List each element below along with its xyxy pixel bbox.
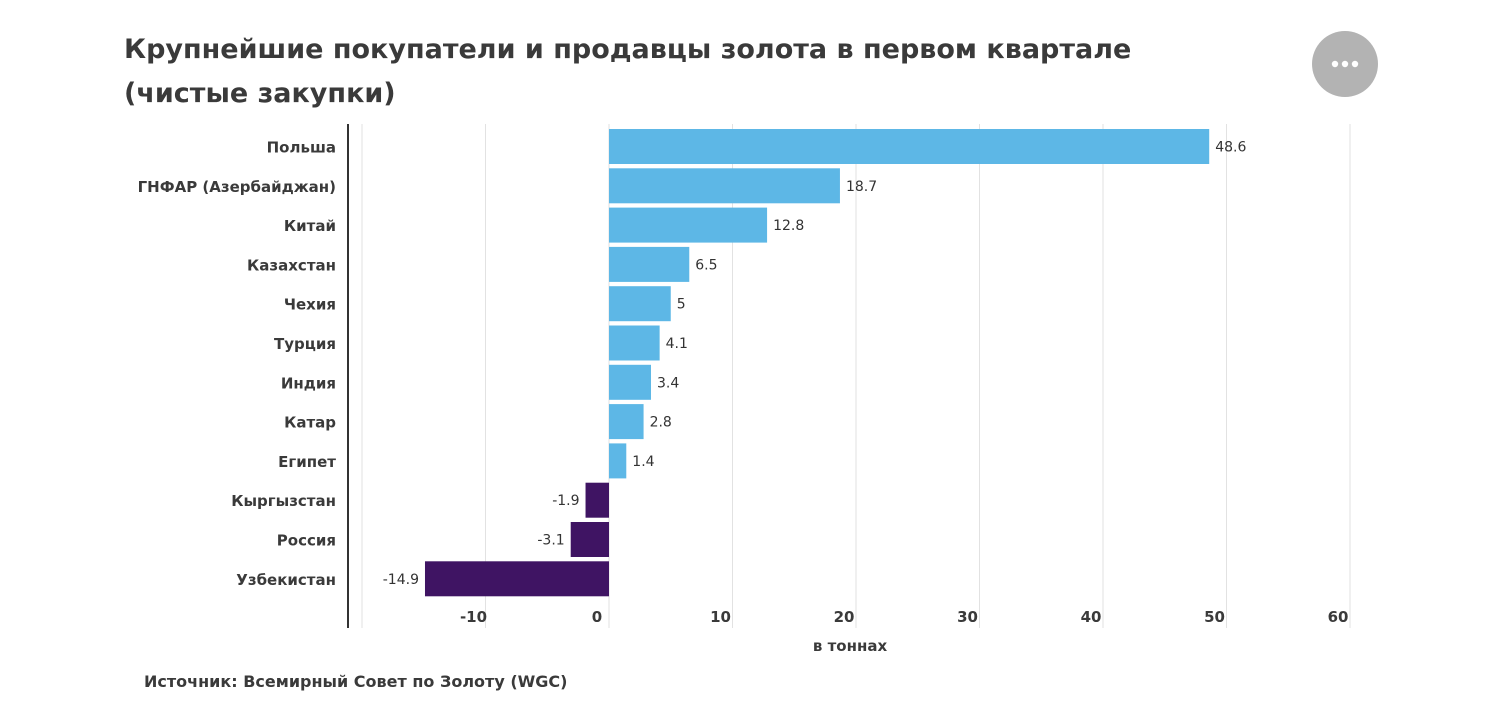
category-label: Китай (284, 217, 336, 235)
x-tick-label: -10 (460, 608, 487, 626)
x-tick-label: 20 (834, 608, 855, 626)
category-label: ГНФАР (Азербайджан) (138, 178, 336, 196)
x-tick-label: 0 (592, 608, 602, 626)
bar (609, 129, 1210, 164)
category-label: Чехия (284, 296, 336, 314)
x-axis-ticks: -10 0 10 20 30 40 50 60 (460, 608, 1348, 626)
category-label: Кыргызстан (231, 492, 336, 510)
x-tick-label: 10 (710, 608, 731, 626)
bar (570, 522, 609, 557)
grid-lines (361, 124, 1351, 628)
value-label: 2.8 (650, 415, 672, 431)
value-labels: 48.6 18.7 12.8 6.5 5 4.1 3.4 2.8 1.4 -1.9 -3.1 -14.… (383, 140, 1247, 588)
category-label: Индия (281, 374, 336, 392)
category-label: Египет (278, 453, 336, 471)
category-label: Казахстан (247, 256, 336, 274)
bar (609, 286, 671, 322)
value-label: 6.5 (695, 257, 717, 273)
source-note: Источник: Всемирный Совет по Золоту (WGC… (144, 672, 568, 691)
value-label: 4.1 (666, 336, 688, 352)
category-label: Россия (277, 532, 336, 550)
value-label: -3.1 (537, 533, 564, 549)
x-tick-label: 60 (1328, 608, 1349, 626)
chart-menu-button[interactable] (1312, 31, 1378, 97)
value-label: 5 (677, 297, 686, 313)
value-label: 18.7 (846, 179, 877, 195)
category-label: Турция (274, 335, 336, 353)
value-label: 1.4 (632, 454, 654, 470)
x-tick-label: 30 (957, 608, 978, 626)
bar (424, 561, 609, 597)
category-label: Катар (284, 414, 336, 432)
chart-title: Крупнейшие покупатели и продавцы золота … (124, 34, 1132, 109)
value-label: 12.8 (773, 218, 804, 234)
bar (609, 364, 651, 400)
bar (609, 443, 627, 479)
x-axis-title: в тоннах (813, 637, 888, 655)
value-label: -1.9 (552, 493, 579, 509)
bar (609, 404, 644, 440)
category-label: Польша (267, 139, 336, 157)
x-tick-label: 40 (1081, 608, 1102, 626)
more-horizontal-icon (1331, 60, 1359, 68)
category-labels: Польша ГНФАР (Азербайджан) Китай Казахстан Ч… (138, 139, 337, 589)
value-label: 3.4 (657, 375, 679, 391)
bar (585, 482, 609, 518)
bar (609, 246, 690, 282)
x-tick-label: 50 (1204, 608, 1225, 626)
bar (609, 168, 840, 204)
category-label: Узбекистан (236, 571, 336, 589)
value-label: 48.6 (1215, 140, 1246, 156)
value-label: -14.9 (383, 572, 419, 588)
bars (424, 129, 1210, 597)
bar (609, 207, 768, 243)
bar (609, 325, 660, 361)
